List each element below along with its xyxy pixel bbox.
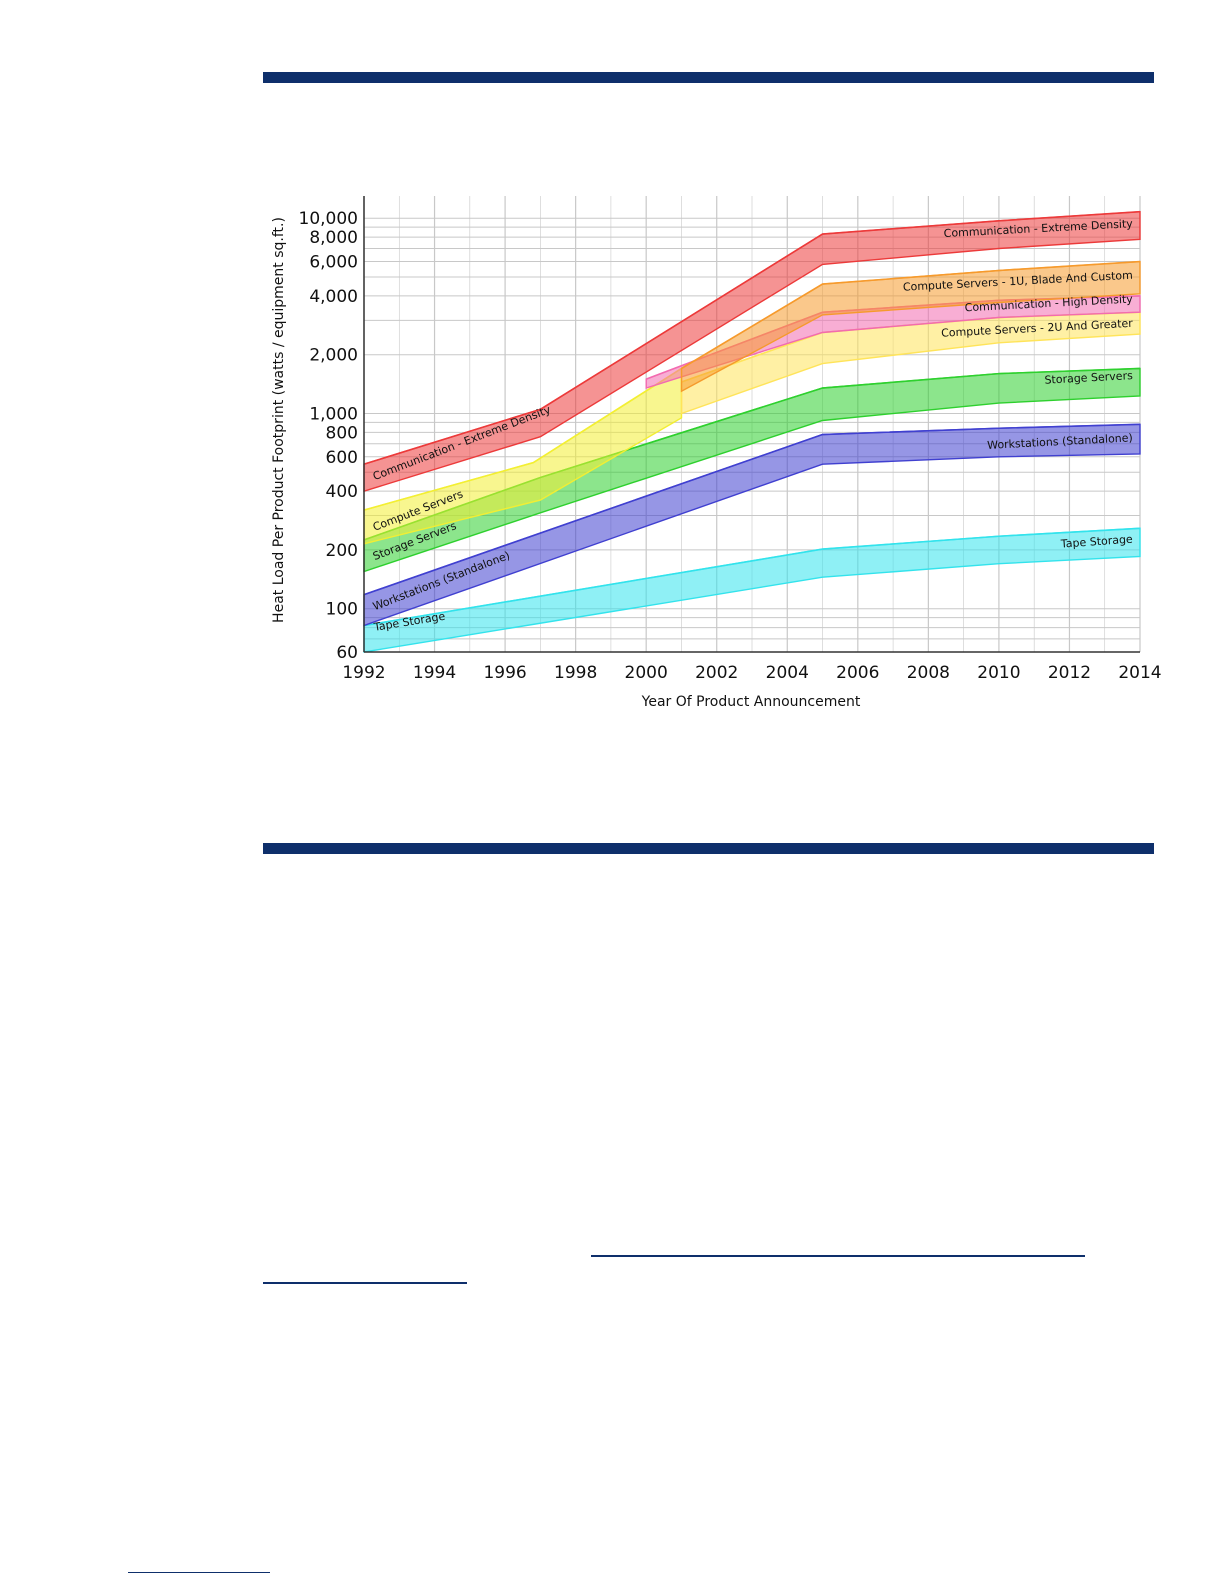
x-tick-label: 2008 xyxy=(907,663,950,683)
x-tick-label: 1996 xyxy=(483,663,526,683)
band-upper-edge xyxy=(681,260,1141,370)
y-tick-label: 1,000 xyxy=(309,404,358,424)
y-tick-label: 4,000 xyxy=(309,287,358,307)
y-tick-label: 8,000 xyxy=(309,228,358,248)
x-tick-label: 2002 xyxy=(695,663,738,683)
y-tick-label: 2,000 xyxy=(309,346,358,366)
top-section-rule xyxy=(263,72,1154,83)
x-tick-label: 2010 xyxy=(977,663,1020,683)
y-tick-label: 800 xyxy=(326,423,358,443)
footnote-rule xyxy=(128,1572,270,1573)
x-tick-label: 2000 xyxy=(625,663,668,683)
y-tick-label: 6,000 xyxy=(309,253,358,273)
y-tick-label: 60 xyxy=(336,643,358,663)
y-tick-label: 600 xyxy=(326,448,358,468)
x-tick-label: 2004 xyxy=(766,663,809,683)
band-upper-edge xyxy=(363,527,1141,627)
y-tick-label: 100 xyxy=(326,600,358,620)
band-upper-edge xyxy=(363,367,682,511)
chart-bands xyxy=(363,210,1141,653)
band-upper-edge xyxy=(363,423,1141,596)
x-tick-label: 2006 xyxy=(836,663,879,683)
hyperlink-underline-continued[interactable] xyxy=(263,1282,467,1284)
band-upper-edge xyxy=(363,210,1141,465)
x-tick-label: 2012 xyxy=(1048,663,1091,683)
y-tick-label: 400 xyxy=(326,482,358,502)
x-tick-label: 1994 xyxy=(413,663,456,683)
y-axis-title: Heat Load Per Product Footprint (watts /… xyxy=(271,217,287,623)
bottom-section-rule xyxy=(263,843,1154,854)
y-tick-label: 200 xyxy=(326,541,358,561)
band-label: Storage Servers xyxy=(1044,369,1133,387)
x-tick-label: 1992 xyxy=(342,663,385,683)
band-label: Tape Storage xyxy=(1059,533,1133,551)
x-axis-title: Year Of Product Announcement xyxy=(641,694,861,710)
hyperlink-underline[interactable] xyxy=(591,1255,1085,1257)
x-tick-label: 1998 xyxy=(554,663,597,683)
x-tick-label: 2014 xyxy=(1118,663,1161,683)
y-tick-label: 10,000 xyxy=(299,209,358,229)
